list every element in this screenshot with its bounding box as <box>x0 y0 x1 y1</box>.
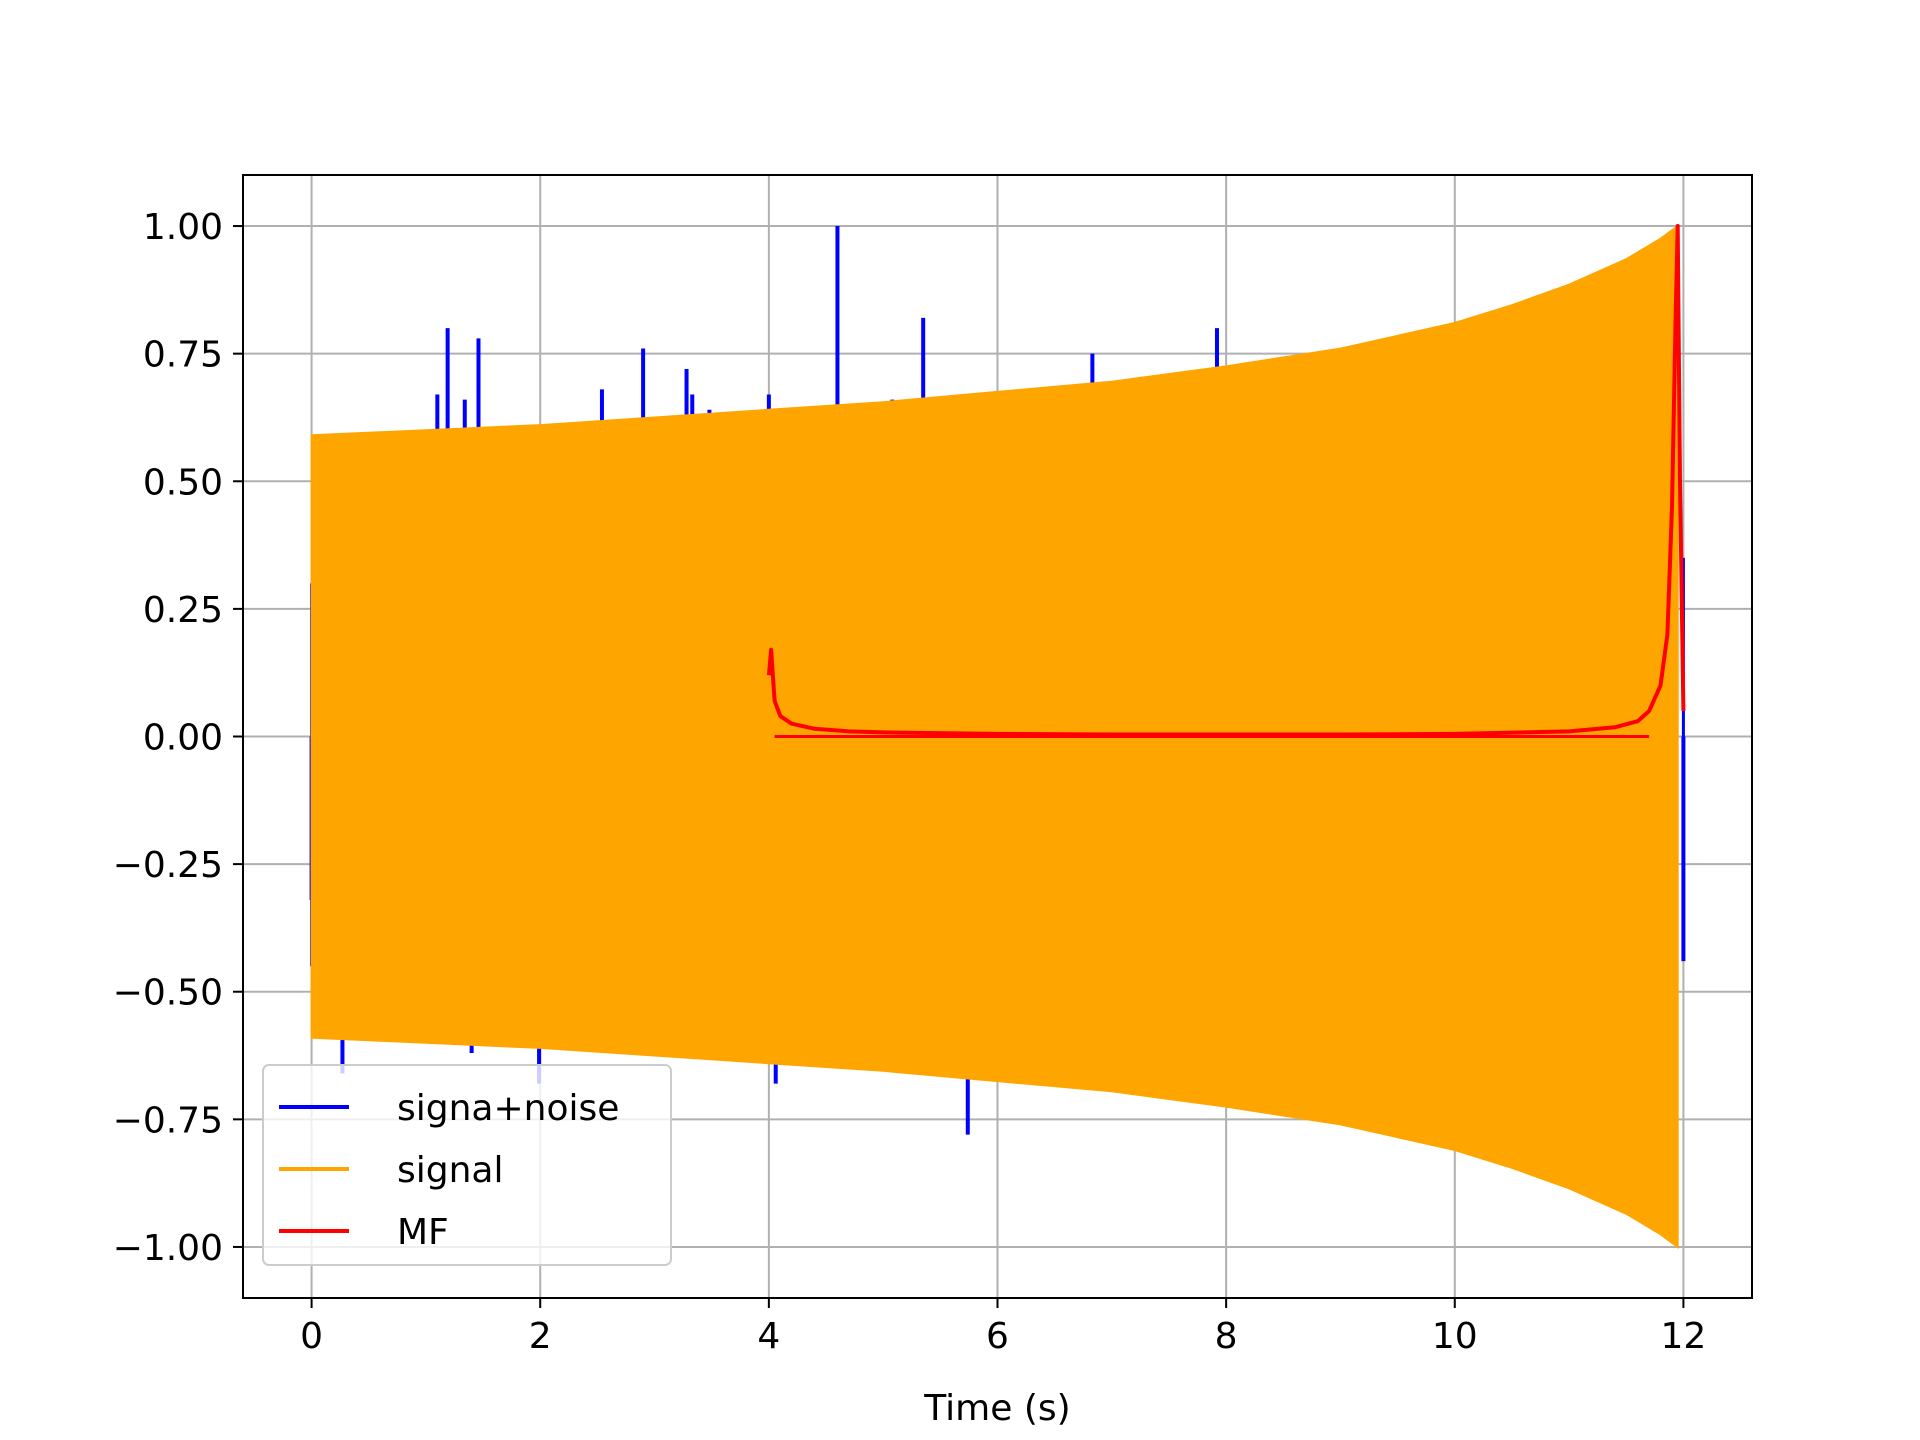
series-mf <box>766 224 1686 738</box>
x-tick-label-6: 12 <box>1661 1316 1707 1357</box>
legend: signa+noise signal MF <box>262 1064 672 1266</box>
x-tick-label-2: 4 <box>757 1316 780 1357</box>
legend-label-2: MF <box>397 1212 449 1253</box>
y-tick-label-4: 0.00 <box>143 718 223 759</box>
y-tick-label-0: 1.00 <box>143 207 223 248</box>
x-tick-label-1: 2 <box>529 1316 552 1357</box>
y-tick-label-8: −1.00 <box>113 1228 223 1269</box>
x-tick-label-3: 6 <box>986 1316 1009 1357</box>
y-tick-label-2: 0.50 <box>143 462 223 503</box>
series-layer <box>309 224 1686 1249</box>
x-tick-label-5: 10 <box>1432 1316 1478 1357</box>
y-tick-label-1: 0.75 <box>143 335 223 376</box>
y-tick-label-7: −0.75 <box>113 1100 223 1141</box>
ticks: 0 2 4 6 8 10 12 1.00 0.75 0.50 0.25 0.00 −0.25 −0.50 −… <box>113 207 1707 1357</box>
mf-line <box>766 224 1686 737</box>
x-axis-label: Time (s) <box>923 1388 1070 1429</box>
legend-label-1: signal <box>397 1150 504 1191</box>
legend-box <box>262 1064 672 1266</box>
legend-label-0: signa+noise <box>397 1088 619 1129</box>
x-tick-label-0: 0 <box>300 1316 323 1357</box>
x-tick-label-4: 8 <box>1215 1316 1238 1357</box>
y-tick-label-3: 0.25 <box>143 590 223 631</box>
y-tick-label-5: −0.25 <box>113 845 223 886</box>
y-tick-label-6: −0.50 <box>113 973 223 1014</box>
